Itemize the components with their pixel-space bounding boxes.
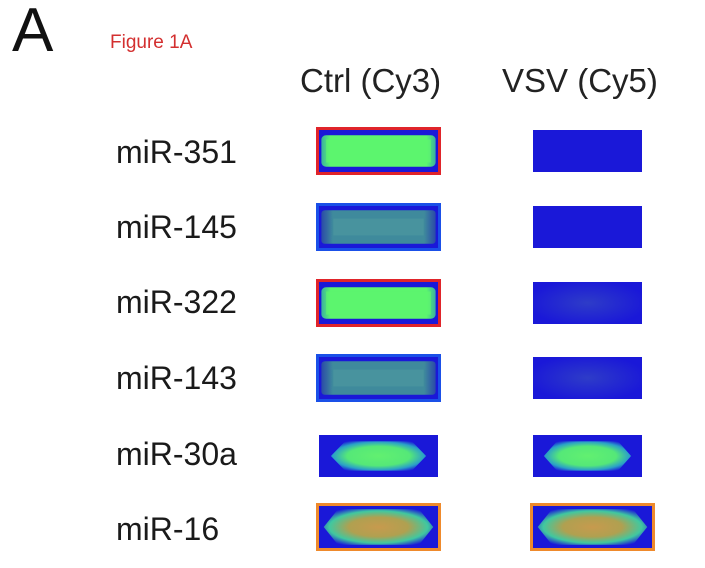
spot-signal (319, 435, 438, 477)
row-label: miR-16 (116, 511, 220, 547)
spot-vsv-mir-145 (530, 203, 645, 251)
spot-vsv-mir-16 (530, 503, 655, 551)
spot-signal (533, 206, 642, 248)
spot-vsv-mir-143 (530, 354, 645, 402)
spot-ctrl-mir-351 (316, 127, 441, 175)
figure-caption: Figure 1A (110, 32, 193, 53)
spot-signal (533, 435, 642, 477)
spot-signal (319, 357, 438, 399)
spot-ctrl-mir-322 (316, 279, 441, 327)
column-header-ctrl: Ctrl (Cy3) (300, 62, 442, 99)
panel-letter: A (12, 0, 54, 65)
spot-vsv-mir-351 (530, 127, 645, 175)
spot-signal (533, 282, 642, 324)
spot-signal (319, 206, 438, 248)
spot-ctrl-mir-143 (316, 354, 441, 402)
row-label: miR-143 (116, 360, 237, 396)
spot-signal (319, 506, 438, 548)
row-label: miR-30a (116, 436, 237, 472)
row-label: miR-322 (116, 284, 237, 320)
column-header-vsv: VSV (Cy5) (502, 62, 658, 99)
spot-vsv-mir-322 (530, 279, 645, 327)
spot-ctrl-mir-30a (316, 432, 441, 480)
spot-vsv-mir-30a (530, 432, 645, 480)
spot-signal (533, 506, 652, 548)
spot-signal (533, 357, 642, 399)
row-label: miR-351 (116, 134, 237, 170)
spot-signal (533, 130, 642, 172)
row-label: miR-145 (116, 209, 237, 245)
spot-ctrl-mir-145 (316, 203, 441, 251)
spot-signal (319, 130, 438, 172)
spot-ctrl-mir-16 (316, 503, 441, 551)
spot-signal (319, 282, 438, 324)
